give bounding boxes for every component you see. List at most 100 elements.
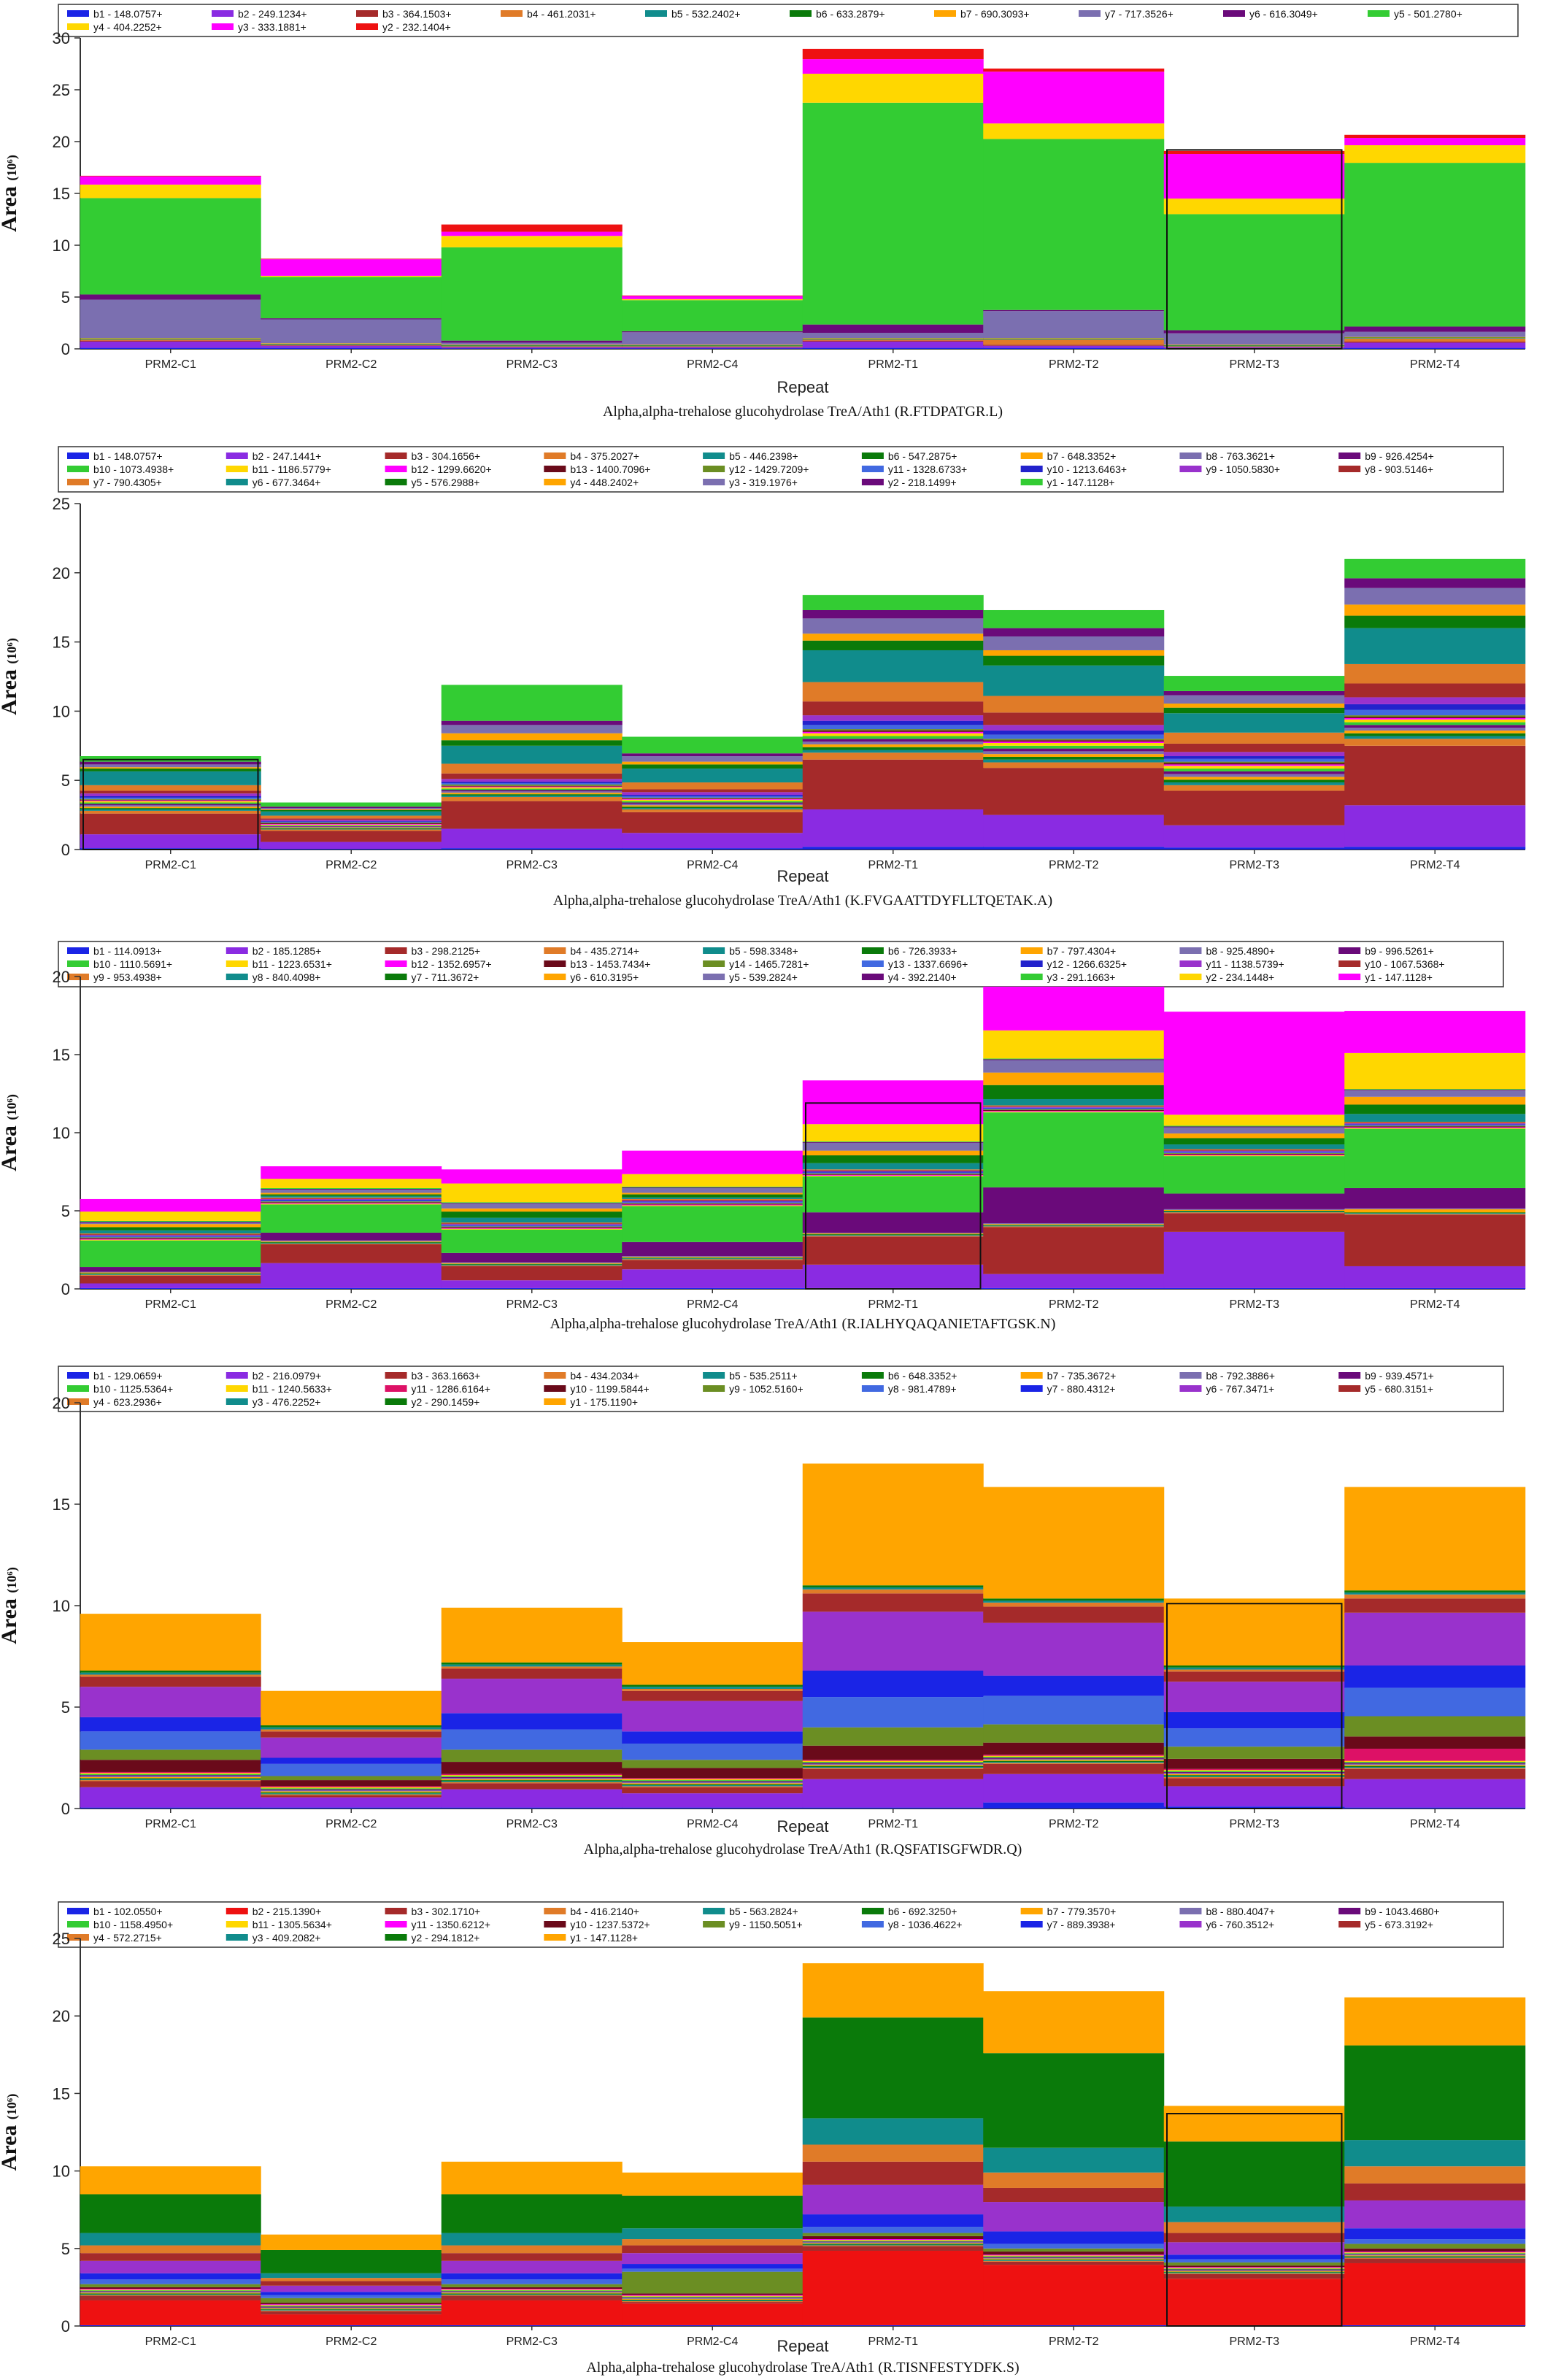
legend-swatch	[1338, 1385, 1361, 1392]
bar-segment	[622, 799, 804, 801]
bar-segment	[802, 747, 984, 750]
bar-segment	[983, 742, 1165, 744]
chart-panel-5: b1 - 102.0550+ b2 - 215.1390+ b3 - 302.171…	[0, 1901, 1526, 2376]
bar-segment	[983, 344, 1165, 346]
legend-item: y4 - 392.2140+	[861, 971, 957, 983]
y-tick-label: 15	[53, 185, 70, 203]
bar-segment	[983, 628, 1165, 637]
bar-segment	[261, 1287, 442, 1289]
legend-item: y7 - 717.3526+	[1079, 8, 1174, 20]
bar-segment	[983, 1762, 1165, 1763]
bar-segment	[261, 2292, 442, 2295]
bar-segment	[80, 294, 261, 300]
legend-label: b5 - 598.3348+	[729, 945, 798, 957]
bar-segment	[261, 1193, 442, 1195]
legend-label: y7 - 711.3672+	[412, 971, 479, 983]
bar-segment	[622, 299, 804, 301]
bar-segment	[983, 2325, 1165, 2326]
bar-segment	[80, 342, 261, 348]
bar-segment	[1163, 2269, 1345, 2271]
legend-label: b4 - 461.2031+	[527, 8, 596, 20]
legend-item: y8 - 903.5146+	[1338, 463, 1433, 475]
legend-label: b1 - 129.0659+	[93, 1370, 163, 1382]
bar-segment	[802, 2233, 984, 2236]
x-tick-label: PRM2-C2	[325, 1298, 377, 1311]
bar-segment	[802, 2250, 984, 2325]
bar-segment	[441, 788, 623, 790]
bar-segment	[261, 1786, 442, 1787]
bar-segment	[441, 794, 623, 796]
legend-label: b3 - 304.1656+	[412, 450, 481, 462]
legend-label: b8 - 925.4890+	[1206, 945, 1275, 957]
bar-segment	[802, 1745, 984, 1760]
legend-label: b6 - 648.3352+	[888, 1370, 957, 1382]
x-tick-label: PRM2-C4	[687, 1298, 738, 1311]
legend-label: y4 - 623.2936+	[93, 1396, 162, 1408]
bar-segment	[261, 1190, 442, 1193]
bar-segment	[80, 2166, 261, 2195]
bar-segment	[1163, 758, 1345, 762]
bar-segment	[1344, 588, 1526, 605]
legend-swatch	[1338, 466, 1361, 472]
bar-segment	[1344, 2262, 1526, 2325]
legend-item: y9 - 1150.5051+	[703, 1919, 803, 1930]
bar-segment	[1344, 163, 1526, 327]
bar-segment	[1163, 761, 1345, 763]
legend-swatch	[226, 479, 248, 485]
bar-segment	[802, 730, 984, 732]
legend-item: y11 - 1328.6733+	[861, 463, 967, 475]
bar-segment	[622, 1202, 804, 1204]
bar-segment	[1163, 743, 1345, 752]
bar-segment	[983, 2187, 1165, 2203]
y-tick-label: 30	[53, 29, 70, 47]
bar-segment	[983, 1106, 1165, 1107]
legend-label: b5 - 532.2402+	[671, 8, 741, 20]
bar-segment	[1344, 745, 1526, 806]
legend-label: y9 - 1052.5160+	[729, 1383, 804, 1395]
bar-segment	[261, 823, 442, 825]
bar-segment	[441, 347, 623, 349]
legend-swatch	[67, 960, 89, 967]
legend-item: y8 - 981.4789+	[861, 1383, 957, 1395]
bar-segment	[983, 345, 1165, 348]
bar-segment	[441, 1774, 623, 1776]
legend-item: b1 - 148.0757+	[67, 8, 163, 20]
bar-segment	[1163, 1209, 1345, 1211]
bar-segment	[80, 1676, 261, 1687]
bar-segment	[802, 1171, 984, 1173]
bar-segment	[1163, 1758, 1345, 1769]
bar-segment	[1344, 1128, 1526, 1129]
bar-segment	[1163, 769, 1345, 771]
bar-segment	[441, 1223, 623, 1225]
x-tick-label: PRM2-T4	[1410, 2335, 1460, 2348]
bar-segment	[261, 1187, 442, 1190]
bar-segment	[1344, 1128, 1526, 1188]
bar-segment	[1344, 2252, 1526, 2254]
y-tick-label: 25	[53, 495, 70, 513]
bar-segment	[261, 1731, 442, 1738]
legend-swatch	[861, 466, 884, 472]
legend-swatch	[861, 479, 884, 485]
bar-segment	[1163, 1125, 1345, 1127]
y-tick-label: 20	[53, 2007, 70, 2025]
legend-swatch	[544, 1921, 566, 1928]
x-tick-label: PRM2-T2	[1049, 1818, 1099, 1830]
bar-segment	[80, 1614, 261, 1671]
legend-label: y5 - 501.2780+	[1394, 8, 1463, 20]
bar-segment	[1163, 1747, 1345, 1759]
bar-segment	[80, 175, 261, 177]
legend-swatch	[385, 1372, 407, 1379]
bar-segment	[1344, 1768, 1526, 1779]
bar-segment	[983, 1098, 1165, 1106]
legend-item: b2 - 247.1441+	[226, 450, 321, 462]
legend-item: y1 - 147.1128+	[1020, 477, 1114, 488]
bar-segment	[622, 809, 804, 812]
bar-segment	[80, 1238, 261, 1239]
legend-label: y9 - 1150.5051+	[729, 1919, 803, 1930]
bar-segment	[1163, 1150, 1345, 1152]
legend-swatch	[703, 1372, 725, 1379]
bar-segment	[1344, 1736, 1526, 1749]
chart-panel-1: b1 - 148.0757+ b2 - 249.1234+ b3 - 364.150…	[0, 4, 1526, 420]
bar-segment	[622, 1701, 804, 1732]
legend-swatch	[385, 1908, 407, 1914]
